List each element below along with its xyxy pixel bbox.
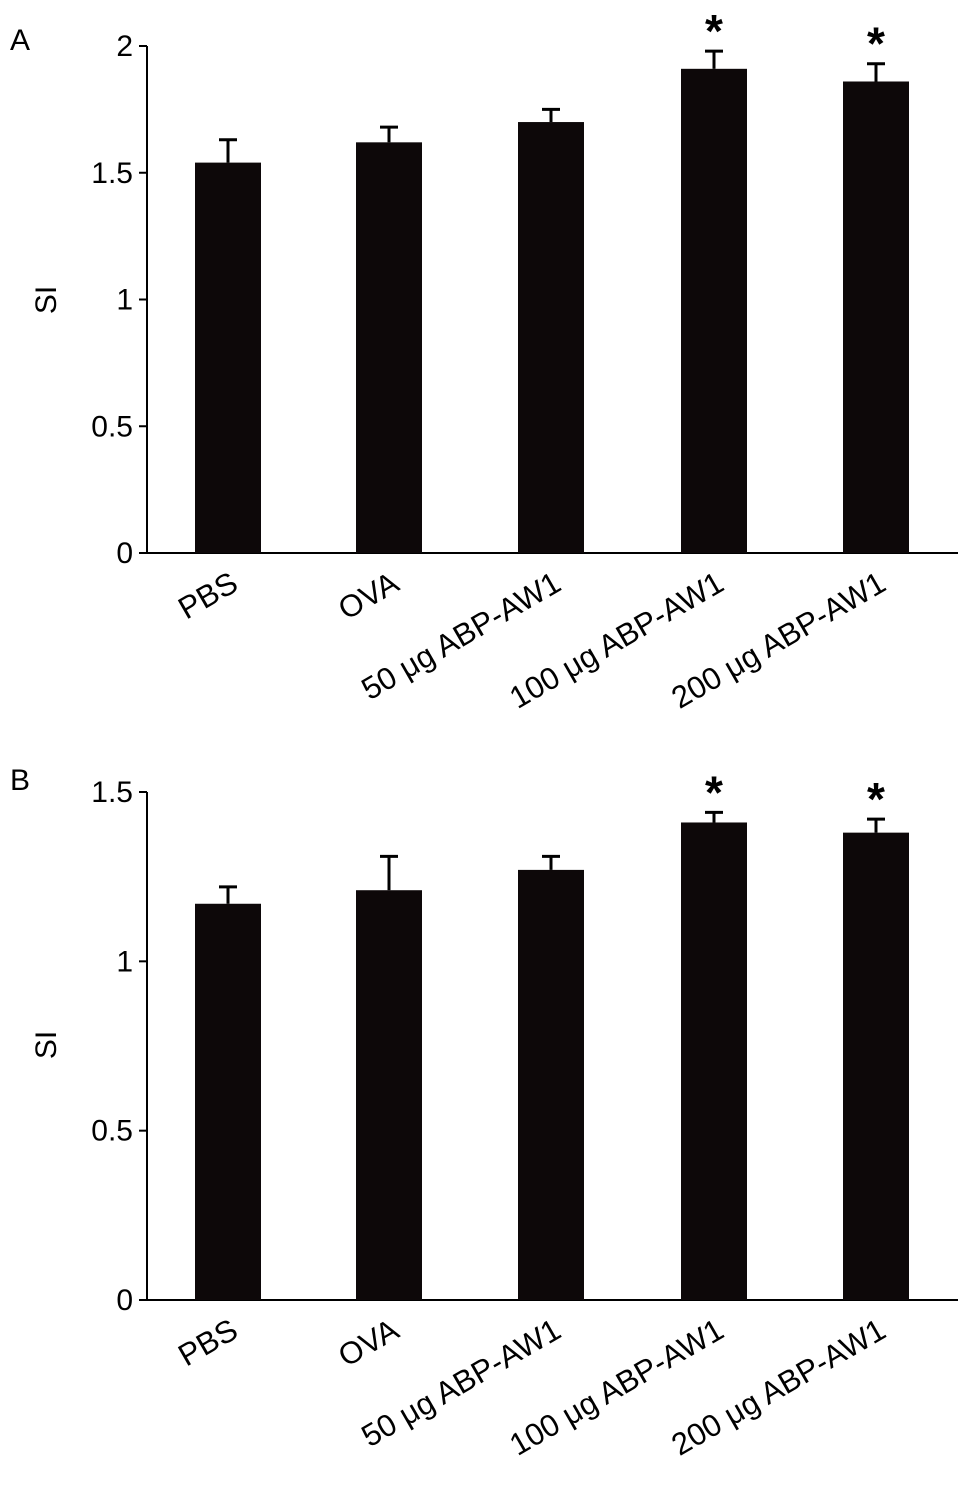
panel-a-y-tick-label: 1 (116, 284, 133, 317)
panel-b-axes: 0 0.5 1 1.5 (91, 776, 958, 1317)
panel-a-letter: A (10, 24, 30, 57)
panel-b-bars: * * (195, 766, 909, 1300)
panel-a-bars: * * (195, 5, 909, 554)
panel-b-letter: B (10, 764, 30, 797)
panel-a-axes: 0 0.5 1 1.5 2 (91, 30, 958, 570)
panel-a-y-tick-label: 2 (116, 30, 133, 63)
panel-a-y-tick-label: 1.5 (91, 157, 133, 190)
panel-a-significance-asterisk: * (867, 18, 885, 70)
panel-b-bar (195, 903, 261, 1300)
panel-b-category-label: OVA (332, 1312, 404, 1374)
panel-b-significance-asterisk: * (867, 773, 885, 825)
panel-b-y-tick-label: 0 (116, 1284, 133, 1317)
panel-a-category-label: OVA (332, 565, 404, 627)
panel-b-category-label: PBS (172, 1312, 243, 1373)
panel-b-y-tick-label: 0.5 (91, 1115, 133, 1148)
panel-a-category-label: PBS (172, 565, 243, 626)
panel-a-bar (843, 81, 909, 554)
panel-a-bar (356, 142, 422, 553)
panel-a-bar (681, 68, 747, 553)
panel-b-y-tick-label: 1 (116, 945, 133, 978)
panel-b-y-tick-label: 1.5 (91, 776, 133, 809)
panel-b-y-axis-title: SI (30, 1031, 63, 1059)
panel-a-bar (195, 162, 261, 554)
panel-a-y-axis-title: SI (30, 286, 63, 314)
panel-b-bar (681, 822, 747, 1300)
panel-a-significance-asterisk: * (705, 5, 723, 57)
panel-b-bar (356, 890, 422, 1300)
panel-a-y-tick-label: 0 (116, 537, 133, 570)
panel-b-bar (518, 869, 584, 1300)
panel-b-bar (843, 832, 909, 1300)
panel-a-bar (518, 122, 584, 554)
panel-b-significance-asterisk: * (705, 766, 723, 818)
panel-a-y-tick-label: 0.5 (91, 410, 133, 443)
